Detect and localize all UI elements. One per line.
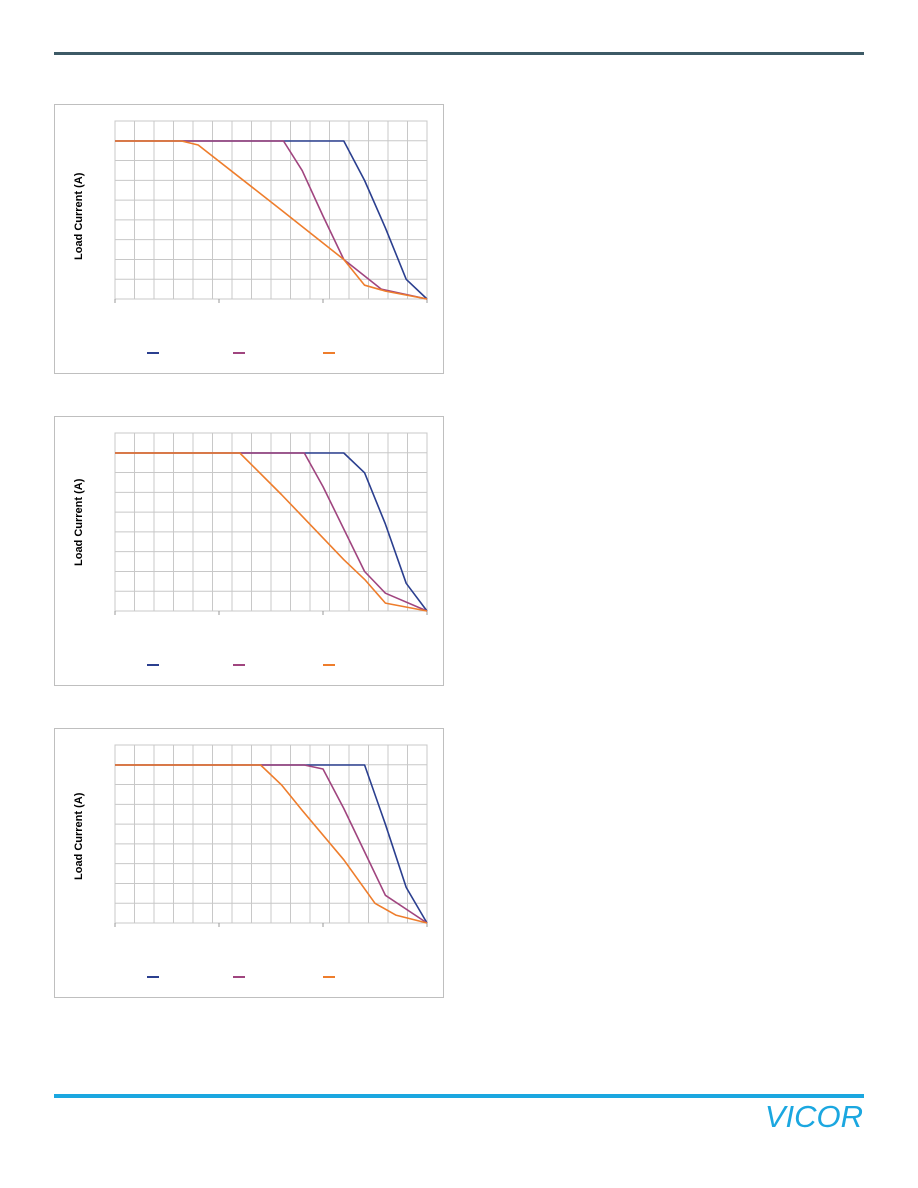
chart-1-svg [114,120,428,354]
chart-3-y-axis-label: Load Current (A) [73,792,85,880]
series-line-2 [115,452,428,612]
vicor-logo: VICOR [765,1100,863,1130]
series-line-3 [115,764,428,924]
series-line-2 [115,764,428,924]
chart-3-svg [114,744,428,978]
series-line-1 [115,140,428,300]
chart-panel-1: Load Current (A) [54,104,444,374]
chart-2-y-axis-label: Load Current (A) [73,478,85,566]
chart-panel-3: Load Current (A) [54,728,444,998]
header-rule [54,52,864,55]
chart-panel-2: Load Current (A) [54,416,444,686]
footer-rule [54,1094,864,1098]
vicor-logo-text: VICOR [765,1100,863,1130]
series-line-3 [115,140,428,300]
chart-2-svg [114,432,428,666]
series-line-1 [115,452,428,612]
chart-1-y-axis-label: Load Current (A) [73,172,85,260]
series-line-3 [115,452,428,612]
